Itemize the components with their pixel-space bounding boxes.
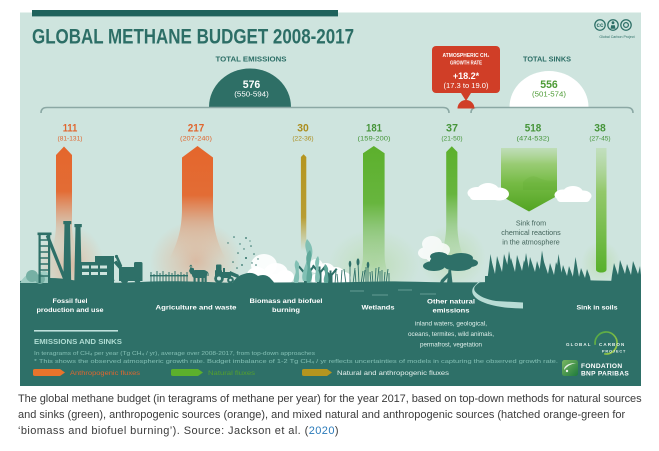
svg-text:permafrost, vegetation: permafrost, vegetation (420, 343, 482, 349)
svg-text:556: 556 (540, 79, 558, 91)
svg-text:30: 30 (297, 123, 309, 135)
svg-text:+18.2*: +18.2* (453, 71, 480, 81)
svg-text:PROJECT: PROJECT (602, 350, 626, 354)
svg-text:GLOBAL: GLOBAL (566, 342, 592, 347)
svg-text:38: 38 (594, 123, 606, 135)
svg-text:EMISSIONS AND SINKS: EMISSIONS AND SINKS (34, 337, 122, 346)
svg-text:Global Carbon Project: Global Carbon Project (599, 35, 634, 39)
svg-text:181: 181 (366, 123, 382, 135)
svg-text:oceans, termites, wild animals: oceans, termites, wild animals, (408, 332, 494, 338)
svg-text:cc: cc (597, 22, 604, 29)
svg-text:(17.3 to 19.0): (17.3 to 19.0) (444, 83, 489, 90)
svg-text:Fossil fuel: Fossil fuel (53, 298, 88, 305)
svg-text:FONDATION: FONDATION (581, 363, 622, 370)
svg-text:Biomass and biofuel: Biomass and biofuel (250, 298, 323, 305)
svg-text:GLOBAL METHANE BUDGET 2008-201: GLOBAL METHANE BUDGET 2008-2017 (32, 26, 354, 49)
svg-text:ATMOSPHERIC CH₄: ATMOSPHERIC CH₄ (443, 53, 490, 59)
svg-text:emissions: emissions (433, 308, 470, 315)
svg-text:CARBON: CARBON (599, 342, 625, 347)
svg-text:production and use: production and use (37, 307, 104, 314)
svg-text:217: 217 (188, 123, 205, 135)
svg-text:(159-200): (159-200) (358, 136, 391, 143)
svg-text:Wetlands: Wetlands (362, 305, 395, 312)
svg-text:518: 518 (525, 123, 542, 135)
svg-text:* This shows the observed atmo: * This shows the observed atmospheric gr… (34, 359, 559, 365)
svg-text:(207-240): (207-240) (180, 136, 212, 143)
svg-text:(22-36): (22-36) (292, 136, 313, 143)
svg-text:(474-532): (474-532) (517, 136, 550, 143)
svg-text:chemical reactions: chemical reactions (501, 228, 561, 237)
svg-text:111: 111 (63, 123, 78, 135)
svg-text:(21-50): (21-50) (441, 136, 462, 143)
svg-text:(27-45): (27-45) (589, 136, 610, 143)
svg-text:Anthropogenic fluxes: Anthropogenic fluxes (70, 370, 140, 377)
svg-text:in the atmosphere: in the atmosphere (502, 237, 560, 246)
svg-text:(550-594): (550-594) (234, 90, 269, 99)
svg-text:(501-574): (501-574) (532, 90, 567, 99)
svg-text:burning: burning (272, 307, 300, 314)
svg-text:Sink from: Sink from (516, 219, 546, 228)
svg-text:In teragrams of CH₄ per year (: In teragrams of CH₄ per year (Tg CH₄ / y… (34, 351, 315, 357)
svg-text:(81-131): (81-131) (58, 136, 83, 143)
svg-text:Natural and anthropogenic flux: Natural and anthropogenic fluxes (337, 370, 449, 377)
svg-text:BNP PARIBAS: BNP PARIBAS (581, 371, 629, 378)
svg-text:GROWTH RATE: GROWTH RATE (450, 61, 482, 67)
svg-text:TOTAL SINKS: TOTAL SINKS (523, 54, 571, 63)
svg-text:TOTAL EMISSIONS: TOTAL EMISSIONS (216, 54, 287, 63)
svg-text:Other natural: Other natural (427, 299, 475, 306)
svg-text:576: 576 (243, 79, 261, 91)
svg-text:Natural fluxes: Natural fluxes (208, 370, 255, 377)
svg-text:Agriculture and waste: Agriculture and waste (156, 305, 237, 312)
svg-text:37: 37 (446, 123, 458, 135)
svg-text:Sink in soils: Sink in soils (577, 305, 618, 312)
svg-text:inland waters, geological,: inland waters, geological, (415, 322, 487, 328)
